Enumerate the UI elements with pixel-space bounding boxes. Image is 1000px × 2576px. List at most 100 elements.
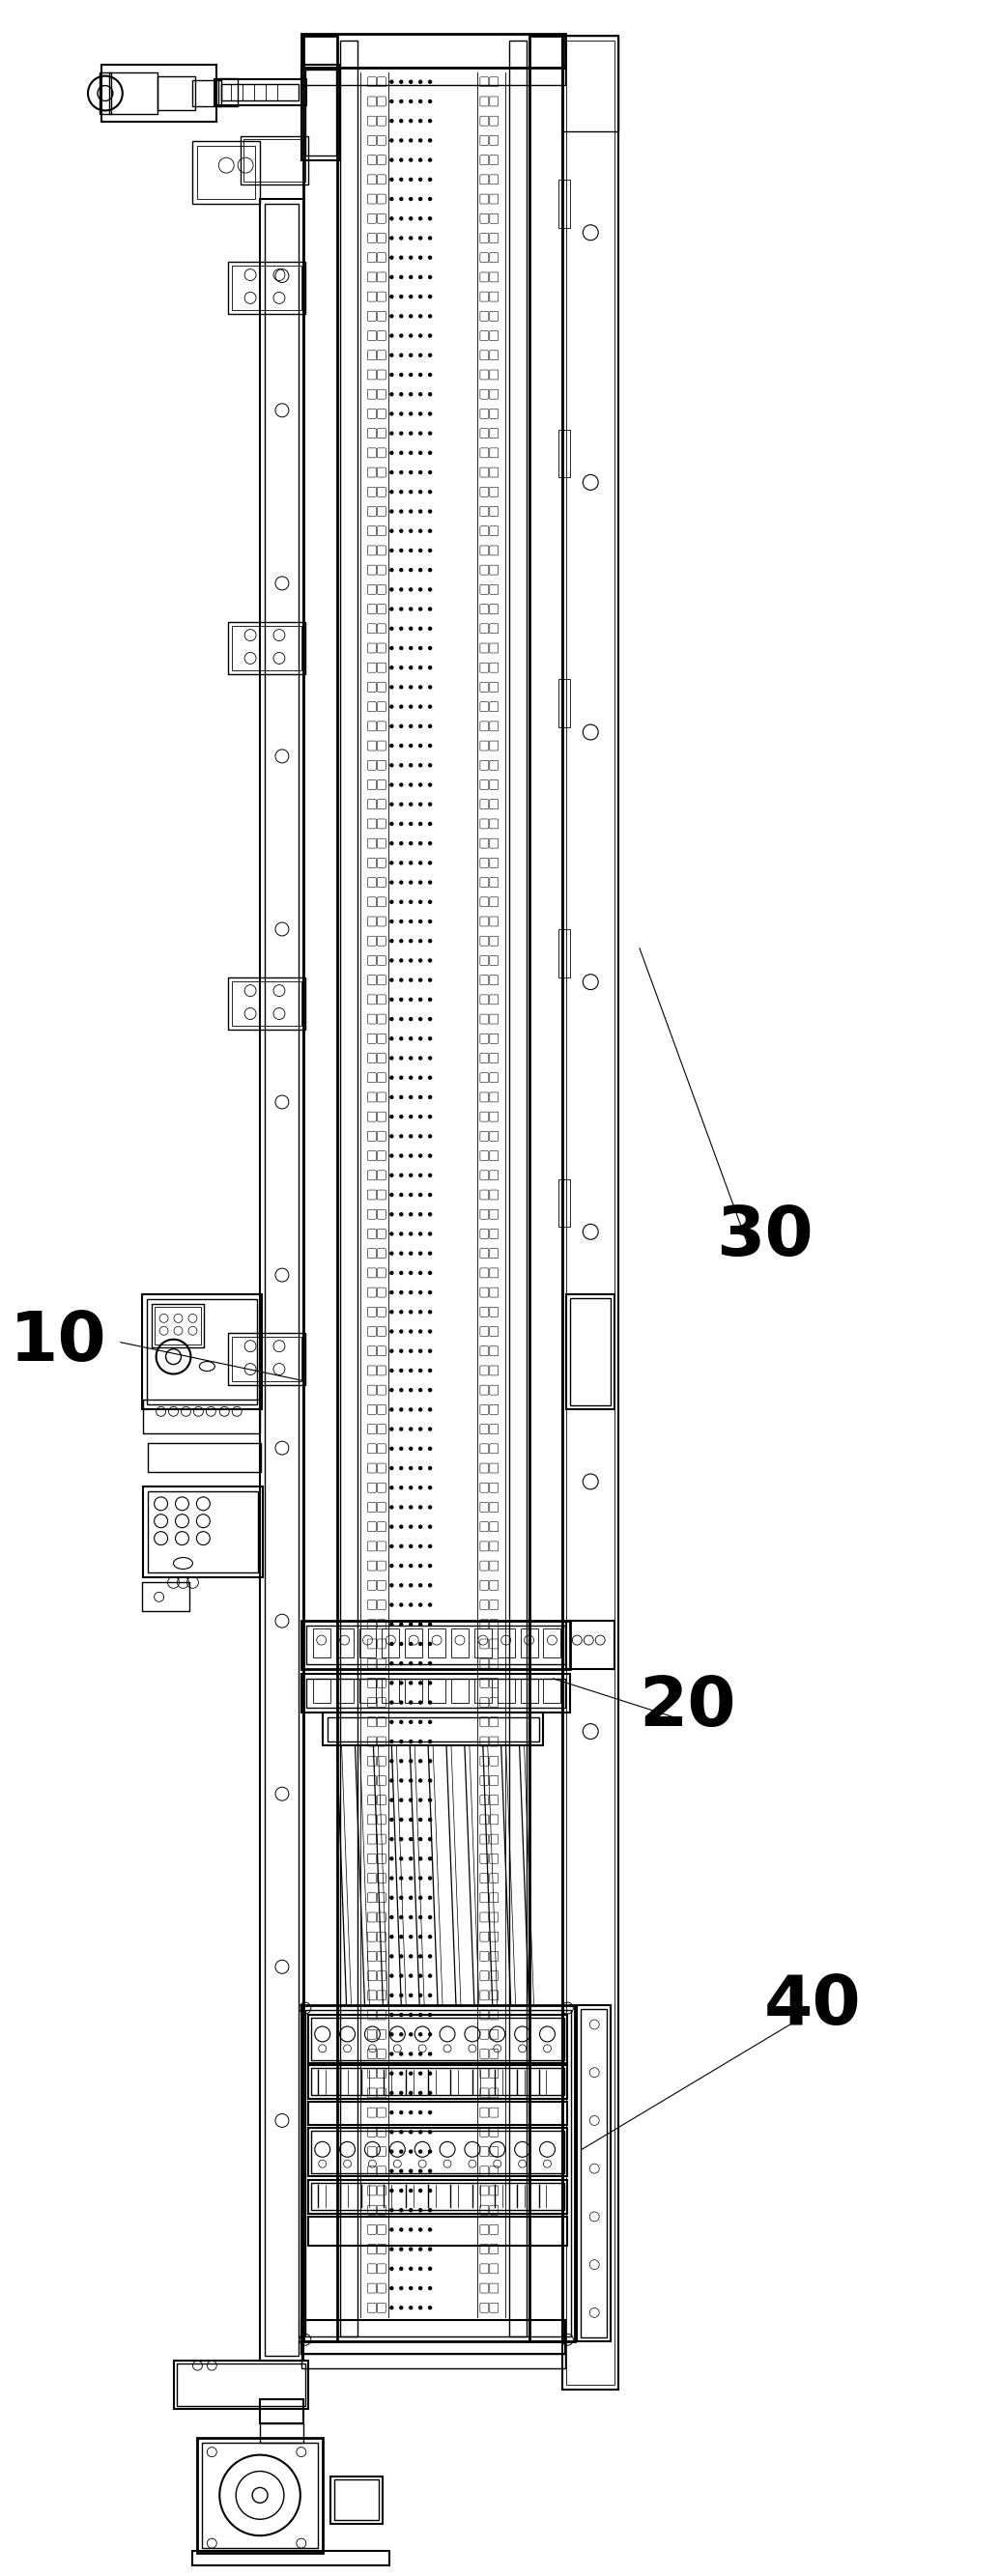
Circle shape <box>429 198 432 201</box>
Circle shape <box>409 1584 412 1587</box>
Circle shape <box>400 1507 403 1510</box>
Circle shape <box>429 1409 432 1412</box>
Circle shape <box>429 1056 432 1059</box>
Circle shape <box>390 2092 393 2094</box>
Circle shape <box>390 940 393 943</box>
Bar <box>147 1492 258 1574</box>
Bar <box>202 2442 318 2548</box>
Bar <box>173 2360 308 2409</box>
Circle shape <box>400 1564 403 1566</box>
Circle shape <box>400 667 403 670</box>
Circle shape <box>409 626 412 631</box>
Circle shape <box>419 1564 422 1566</box>
Circle shape <box>400 744 403 747</box>
Circle shape <box>400 2169 403 2172</box>
Circle shape <box>419 1857 422 1860</box>
Circle shape <box>409 860 412 866</box>
Circle shape <box>429 1662 432 1664</box>
Circle shape <box>409 783 412 786</box>
Bar <box>359 1680 376 1703</box>
Circle shape <box>390 471 393 474</box>
Circle shape <box>390 2032 393 2035</box>
Bar <box>306 1625 566 1664</box>
Circle shape <box>400 2267 403 2269</box>
Circle shape <box>390 1896 393 1899</box>
Bar <box>101 64 217 121</box>
Circle shape <box>390 1917 393 1919</box>
Circle shape <box>429 1935 432 1937</box>
Circle shape <box>429 2014 432 2017</box>
Circle shape <box>400 1193 403 1195</box>
Circle shape <box>419 549 422 551</box>
Circle shape <box>409 471 412 474</box>
Circle shape <box>429 2053 432 2056</box>
Circle shape <box>390 1350 393 1352</box>
Circle shape <box>409 2112 412 2115</box>
Circle shape <box>429 1837 432 1842</box>
Circle shape <box>400 1388 403 1391</box>
Circle shape <box>429 881 432 884</box>
Circle shape <box>429 471 432 474</box>
Circle shape <box>400 1291 403 1293</box>
Circle shape <box>390 1857 393 1860</box>
Circle shape <box>390 1486 393 1489</box>
Circle shape <box>409 2190 412 2192</box>
Circle shape <box>429 412 432 415</box>
Circle shape <box>419 2208 422 2213</box>
Circle shape <box>400 822 403 824</box>
Circle shape <box>419 451 422 453</box>
Circle shape <box>390 667 393 670</box>
Circle shape <box>419 1273 422 1275</box>
Circle shape <box>390 1273 393 1275</box>
Circle shape <box>409 1466 412 1468</box>
Circle shape <box>419 1213 422 1216</box>
Bar <box>559 1180 570 1226</box>
Bar <box>147 1298 257 1404</box>
Circle shape <box>419 1056 422 1059</box>
Circle shape <box>429 510 432 513</box>
Circle shape <box>409 1602 412 1607</box>
Circle shape <box>429 706 432 708</box>
Circle shape <box>419 1368 422 1373</box>
Circle shape <box>419 1798 422 1801</box>
Circle shape <box>390 2306 393 2308</box>
Circle shape <box>390 1077 393 1079</box>
Circle shape <box>409 451 412 453</box>
Circle shape <box>429 1427 432 1430</box>
Circle shape <box>429 2151 432 2154</box>
Circle shape <box>419 958 422 961</box>
Circle shape <box>419 2306 422 2308</box>
Text: 10: 10 <box>9 1309 107 1376</box>
Circle shape <box>419 587 422 590</box>
Circle shape <box>429 608 432 611</box>
Circle shape <box>419 335 422 337</box>
Circle shape <box>400 433 403 435</box>
Circle shape <box>429 2249 432 2251</box>
Circle shape <box>409 2287 412 2290</box>
Circle shape <box>400 685 403 688</box>
Circle shape <box>400 804 403 806</box>
Circle shape <box>419 118 422 121</box>
Circle shape <box>409 255 412 260</box>
Circle shape <box>390 2053 393 2056</box>
Circle shape <box>429 1507 432 1510</box>
Bar <box>567 1293 615 1409</box>
Circle shape <box>429 1350 432 1352</box>
Circle shape <box>429 531 432 533</box>
Bar <box>340 41 357 2336</box>
Circle shape <box>390 920 393 922</box>
Circle shape <box>429 1602 432 1607</box>
Bar <box>570 1298 611 1406</box>
Circle shape <box>400 80 403 82</box>
Bar <box>382 1628 399 1656</box>
Circle shape <box>390 1955 393 1958</box>
Circle shape <box>419 1896 422 1899</box>
Circle shape <box>429 1311 432 1314</box>
Circle shape <box>429 685 432 688</box>
Circle shape <box>409 2151 412 2154</box>
Circle shape <box>390 2130 393 2133</box>
Circle shape <box>390 804 393 806</box>
Circle shape <box>429 1486 432 1489</box>
Circle shape <box>390 412 393 415</box>
Circle shape <box>419 2130 422 2133</box>
